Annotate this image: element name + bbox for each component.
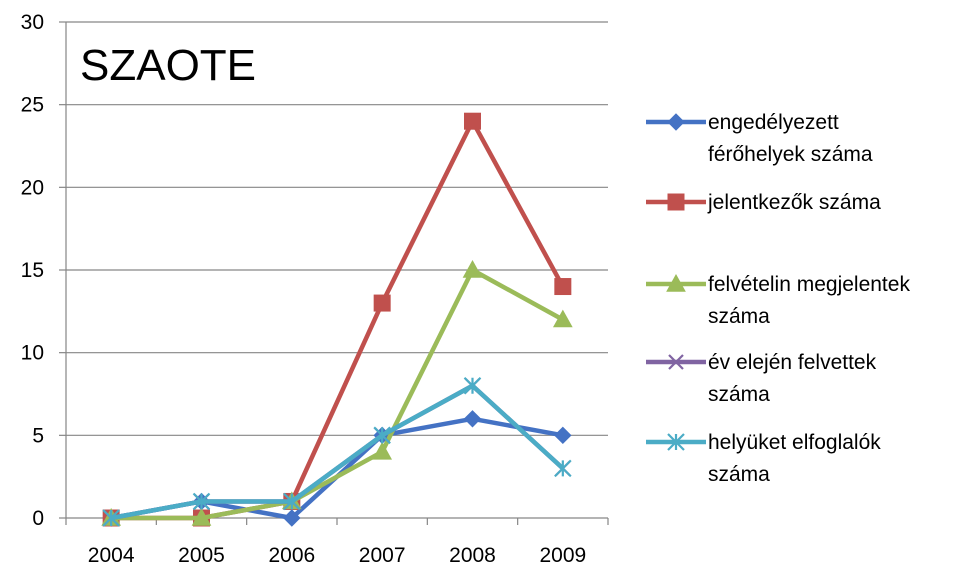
legend-marker — [667, 113, 685, 131]
x-tick-label: 2008 — [449, 544, 496, 567]
data-point — [102, 509, 120, 527]
data-point — [552, 309, 573, 328]
legend-item: engedélyezett férőhelyek száma — [646, 111, 873, 166]
gridlines — [66, 21, 608, 436]
data-point — [373, 426, 391, 445]
legend-label: engedélyezett férőhelyek száma — [708, 111, 873, 166]
legend-marker — [667, 193, 685, 211]
legend-marker — [667, 433, 685, 451]
legend-label: helyüket elfoglalók száma — [708, 431, 881, 486]
y-tick-label: 15 — [21, 259, 44, 282]
y-tick-label: 5 — [32, 424, 44, 447]
y-tick-label: 20 — [21, 176, 44, 199]
x-tick-label: 2005 — [178, 544, 225, 567]
series-group — [101, 112, 573, 527]
x-tick-label: 2006 — [268, 544, 315, 567]
legend-label: felvételin megjelentek száma — [708, 273, 910, 328]
series-line — [110, 383, 565, 521]
data-point — [464, 112, 481, 130]
x-tick-label: 2009 — [539, 544, 586, 567]
data-point — [283, 492, 301, 511]
y-tick-label: 30 — [21, 11, 44, 34]
series-2 — [102, 112, 572, 527]
data-point — [191, 507, 212, 526]
legend-marker — [668, 354, 684, 370]
data-point — [462, 259, 483, 278]
data-point — [554, 459, 572, 478]
data-point — [554, 426, 572, 445]
data-point — [283, 509, 301, 527]
data-point — [463, 410, 482, 428]
legend-marker — [666, 273, 686, 292]
y-tick-label: 0 — [32, 507, 44, 530]
data-point — [554, 278, 572, 296]
series-3 — [101, 259, 573, 526]
y-tick-labels: 0 5 10 15 20 25 30 — [21, 11, 44, 530]
x-tick-label: 2007 — [359, 544, 406, 567]
chart-title: SZAOTE — [80, 41, 256, 90]
y-tick-label: 10 — [21, 342, 44, 365]
legend-label: év elején felvettek száma — [708, 351, 877, 406]
x-tick-label: 2004 — [88, 544, 135, 567]
series-line — [111, 267, 564, 521]
legend: engedélyezett férőhelyek száma jelentkezők… — [646, 111, 910, 486]
y-tick-label: 25 — [21, 94, 44, 117]
axes — [59, 21, 609, 525]
legend-label: jelentkezők száma — [707, 191, 881, 214]
data-point — [372, 441, 393, 460]
data-point — [373, 294, 391, 312]
legend-item: jelentkezők száma — [646, 191, 881, 214]
data-point — [463, 376, 482, 395]
series-5 — [102, 376, 572, 527]
series-line — [111, 118, 565, 521]
data-point — [192, 492, 211, 511]
legend-item: helyüket elfoglalók száma — [646, 431, 881, 486]
legend-item: felvételin megjelentek száma — [646, 273, 910, 328]
legend-item: év elején felvettek száma — [646, 351, 877, 406]
x-tick-labels: 2004 2005 2006 2007 2008 2009 — [88, 544, 586, 567]
